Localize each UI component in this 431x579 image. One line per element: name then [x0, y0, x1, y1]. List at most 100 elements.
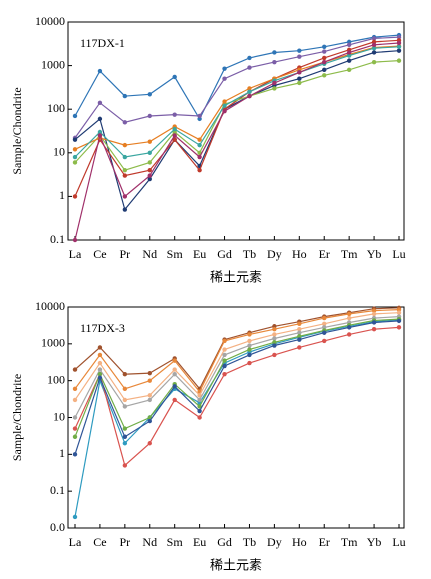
point [322, 325, 327, 330]
point [147, 150, 152, 155]
plot-frame [67, 306, 405, 529]
point [272, 86, 277, 91]
point [122, 441, 128, 446]
point [72, 452, 78, 457]
point [172, 74, 177, 80]
point [322, 59, 327, 65]
point [197, 397, 202, 403]
point [272, 340, 277, 345]
x-tick-label: Pr [120, 247, 131, 261]
x-tick-label: Tm [341, 247, 358, 261]
point [297, 54, 302, 59]
x-tick-label: Nd [142, 247, 157, 261]
y-tick-label: 1 [59, 188, 65, 202]
point [197, 167, 202, 173]
x-tick-label: Er [319, 247, 330, 261]
point [147, 370, 152, 376]
point [122, 397, 128, 403]
point [322, 330, 327, 335]
point [346, 332, 352, 337]
point [122, 404, 128, 409]
x-axis-label: 稀土元素 [210, 271, 262, 286]
point [122, 463, 128, 468]
x-axis-label: 稀土元素 [210, 559, 262, 574]
point [72, 386, 78, 392]
y-tick-label: 10000 [35, 14, 65, 28]
point [197, 415, 202, 420]
point [147, 176, 152, 182]
point [172, 371, 177, 377]
plot-frame [67, 21, 405, 241]
point [247, 332, 252, 337]
y-tick-label: 10000 [35, 299, 65, 313]
point [97, 68, 103, 74]
point [97, 375, 103, 380]
point [396, 40, 402, 46]
point [197, 404, 202, 409]
point [247, 89, 252, 95]
point [371, 311, 377, 317]
x-tick-label: Dy [267, 247, 282, 261]
point [297, 326, 302, 332]
point [247, 352, 252, 358]
y-tick-label: 1 [59, 446, 65, 460]
series-line [74, 45, 400, 150]
point [322, 49, 327, 54]
y-tick-label: 0.1 [50, 483, 65, 497]
point [147, 113, 152, 119]
point [346, 325, 352, 330]
point [122, 167, 128, 173]
x-tick-label: Gd [217, 247, 232, 261]
point [72, 514, 78, 520]
point [371, 50, 377, 55]
point [122, 120, 128, 125]
point [122, 173, 128, 178]
point [222, 371, 227, 377]
point [222, 352, 227, 358]
point [346, 58, 352, 63]
point [272, 326, 277, 332]
point [122, 434, 128, 439]
point [272, 80, 277, 86]
point [247, 65, 252, 70]
point [147, 397, 152, 403]
x-tick-label: Tb [243, 247, 256, 261]
point [172, 367, 177, 372]
point [371, 36, 377, 41]
x-tick-label: Ho [292, 535, 307, 549]
panel-label: 117DX-3 [80, 321, 125, 335]
point [147, 173, 152, 178]
series-line [74, 319, 400, 518]
series-line [74, 307, 400, 390]
point [72, 426, 78, 431]
point [346, 42, 352, 47]
point [322, 67, 327, 73]
point [297, 80, 302, 86]
series-line [74, 60, 400, 171]
point [371, 59, 377, 65]
x-tick-label: Er [319, 535, 330, 549]
point [322, 315, 327, 321]
point [72, 367, 78, 372]
y-tick-label: 10 [53, 145, 65, 159]
point [222, 108, 227, 114]
point [346, 311, 352, 317]
point [72, 160, 78, 165]
point [172, 126, 177, 132]
x-tick-label: Pr [120, 535, 131, 549]
point [247, 55, 252, 61]
point [346, 315, 352, 321]
point [172, 397, 177, 403]
x-tick-label: Yb [367, 535, 382, 549]
x-tick-label: Tm [341, 535, 358, 549]
point [72, 154, 78, 160]
series-line [74, 42, 400, 241]
y-tick-label: 0.1 [50, 232, 65, 246]
point [97, 100, 103, 106]
point [272, 336, 277, 341]
y-tick-label: 1000 [41, 57, 65, 71]
series-line [74, 50, 400, 211]
x-tick-label: La [69, 247, 82, 261]
point [97, 345, 103, 350]
point [97, 367, 103, 372]
